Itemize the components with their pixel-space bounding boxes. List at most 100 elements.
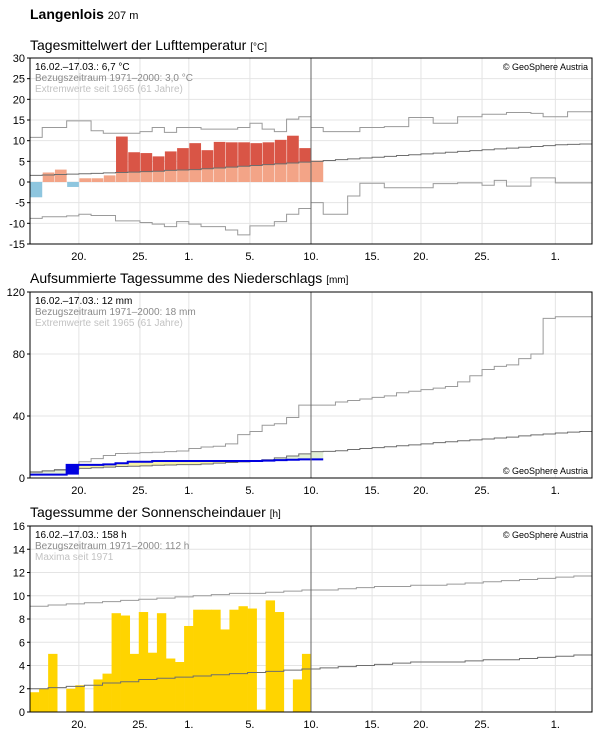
precip-ytick-label: 0 — [19, 473, 25, 485]
temp-bar — [201, 150, 214, 169]
temp-bar-base — [311, 161, 324, 182]
temp-bar-base — [287, 162, 299, 182]
sun-ytick-label: 0 — [19, 707, 25, 719]
precip-xtick-label: 10. — [303, 485, 318, 497]
sun-ytick-label: 6 — [19, 637, 25, 649]
sun-bar — [265, 600, 276, 712]
precip-ytick-label: 120 — [7, 287, 25, 299]
temp-bar-base — [299, 162, 311, 182]
sun-bar — [30, 692, 40, 712]
sun-bar — [247, 608, 257, 712]
precipitation-chart-title: Aufsummierte Tagessumme des Niederschlag… — [30, 270, 348, 286]
temp-ytick-label: -15 — [9, 239, 25, 251]
precip-diff-area — [188, 460, 202, 465]
temp-bar-base — [250, 165, 263, 182]
precip-diff-area — [274, 457, 287, 461]
precip-diff-area — [213, 460, 226, 464]
temp-bar-base — [91, 178, 104, 182]
precip-info-line: 16.02.–17.03.: 12 mm — [35, 296, 132, 307]
station-elevation: 207 m — [107, 10, 139, 22]
sun-bar — [102, 673, 112, 712]
temp-bar-base — [189, 169, 202, 182]
temp-info-line: 16.02.–17.03.: 6,7 °C — [35, 62, 130, 73]
precip-plot-frame — [29, 291, 593, 479]
temperature-unit: [°C] — [250, 42, 267, 53]
precip-rain-day — [66, 464, 79, 475]
sun-bar — [220, 629, 230, 712]
precip-diff-area — [201, 460, 214, 465]
temp-bar — [67, 182, 79, 187]
temp-bar — [225, 142, 238, 168]
sun-ytick-label: 4 — [19, 661, 25, 673]
sun-bar — [301, 653, 312, 712]
temp-bar — [274, 139, 287, 164]
temp-xtick-label: 20. — [71, 251, 86, 263]
sun-bar — [184, 625, 194, 712]
precip-info-line: Bezugszeitraum 1971–2000: 18 mm — [35, 307, 196, 318]
temp-bar-base — [225, 167, 238, 182]
precip-xtick-label: 15. — [364, 485, 379, 497]
sun-max-line — [30, 575, 592, 607]
sun-bar — [156, 613, 167, 712]
sun-ytick-label: 8 — [19, 614, 25, 626]
precip-ytick-label: 40 — [13, 411, 25, 423]
precip-info-line: Extremwerte seit 1965 (61 Jahre) — [35, 318, 183, 329]
temp-ytick-label: 10 — [13, 136, 25, 148]
temp-bar-base — [116, 172, 128, 182]
sun-bar — [193, 609, 203, 712]
sun-xtick-label: 15. — [364, 719, 379, 729]
temp-bar-base — [213, 167, 226, 182]
sun-bar — [147, 652, 158, 712]
sun-xtick-label: 20. — [413, 719, 428, 729]
temp-bar — [213, 141, 226, 168]
temp-bar — [152, 156, 165, 172]
precip-xtick-label: 25. — [474, 485, 489, 497]
temp-bar-base — [54, 174, 67, 182]
temp-bar — [128, 152, 140, 173]
sun-xtick-label: 1. — [184, 719, 193, 729]
temp-bar — [140, 153, 153, 172]
sun-copyright: © GeoSphere Austria — [503, 530, 588, 540]
temp-bar-base — [128, 172, 140, 182]
precip-ytick-label: 80 — [13, 349, 25, 361]
temp-bar-base — [177, 170, 189, 182]
temp-bar — [177, 148, 189, 171]
sun-xtick-label: 20. — [71, 719, 86, 729]
temp-xtick-label: 1. — [551, 251, 560, 263]
precip-diff-area — [176, 460, 189, 465]
temp-plot-frame — [29, 57, 593, 245]
sun-xtick-label: 25. — [132, 719, 147, 729]
sun-bar — [111, 613, 121, 712]
temp-xtick-label: 20. — [413, 251, 428, 263]
temp-bar-base — [274, 163, 287, 182]
temp-info-line: Extremwerte seit 1965 (61 Jahre) — [35, 84, 183, 95]
sun-series — [30, 575, 592, 712]
precip-diff-area — [164, 460, 177, 465]
temp-bar-base — [238, 166, 250, 182]
precip-xtick-label: 5. — [245, 485, 254, 497]
temperature-title-text: Tagesmittelwert der Lufttemperatur — [30, 37, 247, 53]
precip-diff-area — [286, 455, 299, 460]
temp-xtick-label: 10. — [303, 251, 318, 263]
temp-bar — [54, 169, 67, 175]
temp-bar-base — [79, 178, 92, 182]
sun-bar — [292, 679, 303, 712]
precip-series — [30, 316, 592, 476]
temp-info-line: Bezugszeitraum 1971–2000: 3,0 °C — [35, 73, 193, 84]
sunshine-title-text: Tagessumme der Sonnenscheindauer — [30, 504, 266, 520]
sun-plot-frame — [29, 525, 593, 713]
temp-bar — [287, 135, 299, 163]
temp-bar-base — [262, 164, 275, 182]
precip-diff-area — [139, 461, 153, 466]
sun-bar — [75, 685, 85, 712]
temp-copyright: © GeoSphere Austria — [503, 62, 588, 72]
sunshine-chart-title: Tagessumme der Sonnenscheindauer [h] — [30, 504, 281, 520]
temp-bar — [238, 142, 250, 167]
precip-diff-area — [30, 472, 43, 475]
temp-bar-base — [201, 168, 214, 182]
precip-copyright: © GeoSphere Austria — [503, 466, 588, 476]
sun-bar — [39, 688, 49, 712]
sun-bar — [238, 606, 248, 712]
temp-ytick-label: 30 — [13, 53, 25, 65]
